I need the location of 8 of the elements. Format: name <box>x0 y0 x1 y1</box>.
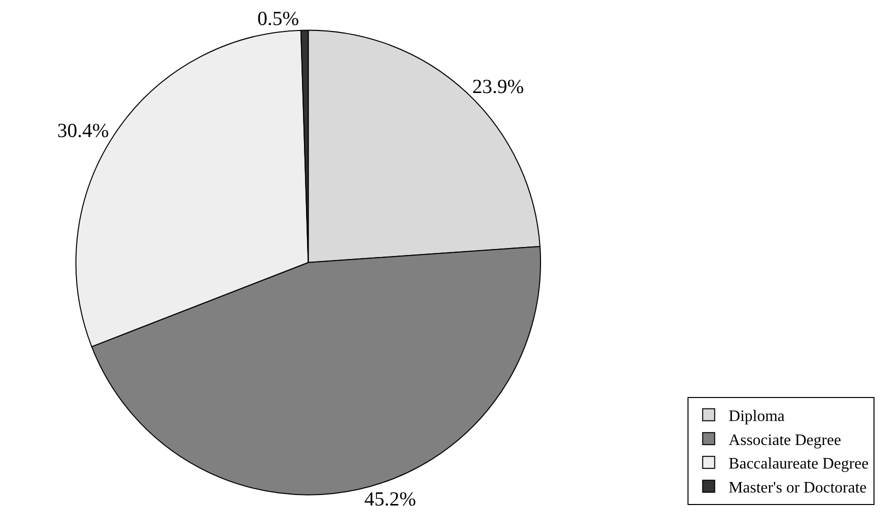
legend-label: Baccalaureate Degree <box>728 456 869 473</box>
legend-label: Diploma <box>728 408 785 426</box>
legend-label: Associate Degree <box>728 432 842 449</box>
data-label: 0.5% <box>257 8 300 30</box>
data-label: 45.2% <box>364 488 416 511</box>
data-label: 30.4% <box>57 120 109 142</box>
data-label: 23.9% <box>472 76 524 98</box>
legend-label: Master's or Doctorate <box>728 479 867 496</box>
